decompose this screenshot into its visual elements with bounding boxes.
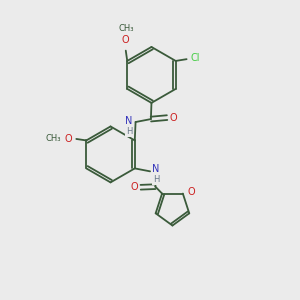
Text: O: O bbox=[187, 187, 195, 197]
Text: O: O bbox=[64, 134, 72, 144]
Text: Cl: Cl bbox=[190, 53, 200, 63]
Text: N: N bbox=[125, 116, 133, 126]
Text: H: H bbox=[126, 127, 132, 136]
Text: O: O bbox=[170, 112, 177, 123]
Text: H: H bbox=[153, 175, 159, 184]
Text: CH₃: CH₃ bbox=[45, 134, 61, 143]
Text: CH₃: CH₃ bbox=[118, 24, 134, 33]
Text: O: O bbox=[130, 182, 138, 192]
Text: O: O bbox=[122, 35, 130, 45]
Text: N: N bbox=[152, 164, 160, 174]
